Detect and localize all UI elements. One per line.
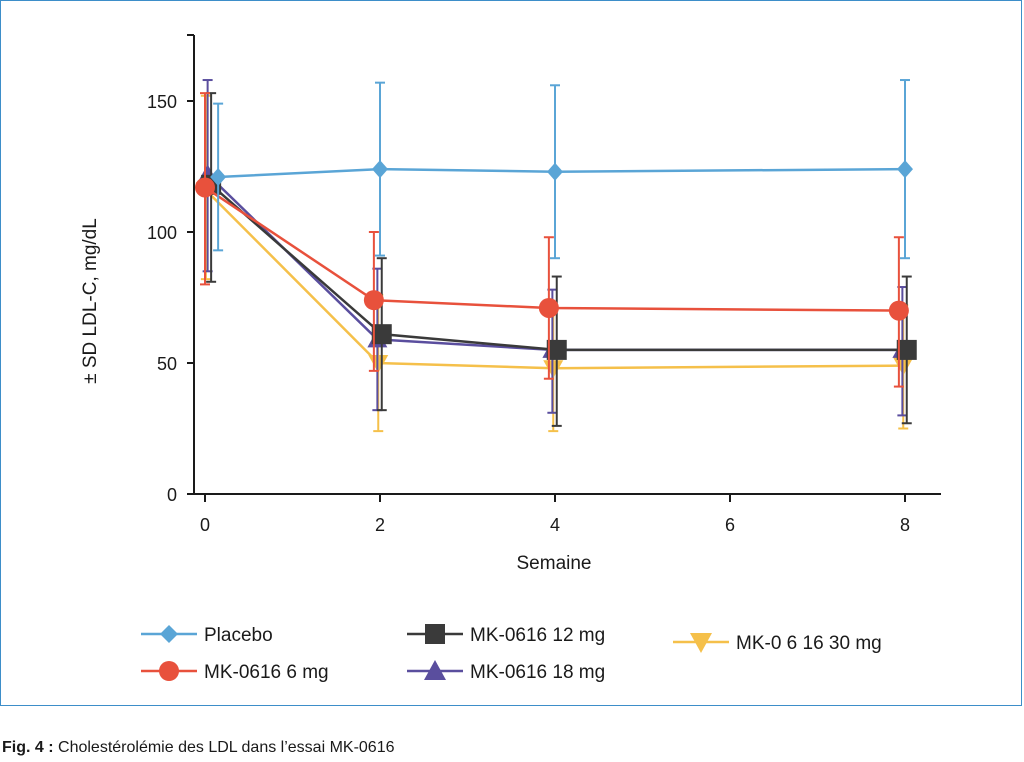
point-mk-0616-12-mg-2 — [546, 339, 567, 360]
point-placebo-1 — [372, 160, 388, 179]
ldl-chart: 0 50 100 150 0 2 4 6 8 Semaine ± SD LDL-C, mg/dL… — [80, 34, 941, 683]
series-mk-0616-6-mg — [195, 92, 909, 388]
x-axis-title: Semaine — [517, 553, 592, 574]
figure-caption-label: Fig. 4 : — [2, 739, 54, 756]
chart-series — [195, 79, 917, 433]
point-placebo-0 — [210, 167, 227, 186]
legend-label-mk-12mg: MK-0616 12 mg — [470, 625, 605, 646]
point-mk-0616-6-mg-3 — [888, 300, 909, 321]
x-tick-label-0: 0 — [200, 515, 210, 535]
x-tick-label-6: 6 — [725, 515, 735, 535]
x-tick-label-2: 2 — [375, 515, 385, 535]
legend-label-mk-18mg: MK-0616 18 mg — [470, 662, 605, 683]
series-placebo — [210, 79, 913, 260]
series-line-placebo — [218, 167, 906, 179]
legend-item-mk-6mg: MK-0616 6 mg — [141, 661, 329, 683]
point-placebo-3 — [897, 160, 913, 179]
legend-item-mk-30mg: MK-0 6 16 30 mg — [673, 633, 882, 654]
y-tick-label-50: 50 — [157, 354, 177, 374]
figure-caption: Fig. 4 : Cholestérolémie des LDL dans l’… — [2, 738, 394, 758]
point-mk-0616-6-mg-0 — [195, 177, 215, 198]
legend-item-mk-18mg: MK-0616 18 mg — [407, 660, 605, 683]
point-placebo-2 — [547, 162, 563, 181]
y-tick-label-0: 0 — [167, 485, 177, 505]
legend-label-mk-30mg: MK-0 6 16 30 mg — [736, 633, 882, 654]
point-mk-0616-6-mg-1 — [363, 290, 384, 311]
legend-label-placebo: Placebo — [204, 625, 273, 646]
series-line-mk-0616-30-mg — [204, 189, 904, 370]
y-axis-title: ± SD LDL-C, mg/dL — [80, 218, 101, 384]
y-tick-label-100: 100 — [147, 223, 177, 243]
y-tick-label-150: 150 — [147, 92, 177, 112]
chart-frame: 0 50 100 150 0 2 4 6 8 Semaine ± SD LDL-C, mg/dL… — [0, 0, 1022, 706]
series-line-mk-0616-12-mg — [210, 183, 907, 352]
legend-item-mk-12mg: MK-0616 12 mg — [407, 624, 605, 646]
chart-axes: 0 50 100 150 0 2 4 6 8 — [147, 34, 941, 535]
legend-item-placebo: Placebo — [141, 625, 273, 646]
legend-label-mk-6mg: MK-0616 6 mg — [204, 662, 329, 683]
legend: Placebo MK-0616 6 mg MK-0616 12 mg MK-06… — [141, 624, 882, 683]
x-tick-label-4: 4 — [550, 515, 560, 535]
point-mk-0616-6-mg-2 — [538, 297, 559, 318]
point-mk-0616-12-mg-3 — [896, 339, 917, 360]
series-line-mk-0616-6-mg — [204, 186, 899, 312]
x-tick-label-8: 8 — [900, 515, 910, 535]
point-mk-0616-12-mg-1 — [371, 324, 392, 345]
series-mk-0616-12-mg — [201, 92, 917, 427]
figure-caption-text: Cholestérolémie des LDL dans l’essai MK-… — [58, 739, 395, 756]
